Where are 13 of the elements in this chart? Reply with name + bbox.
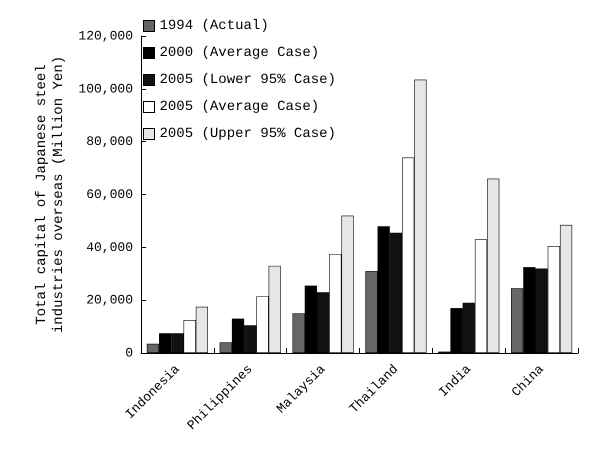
legend-label: 2005 (Upper 95% Case) <box>160 126 336 142</box>
y-tick-label: 0 <box>125 346 133 360</box>
y-tick-label: 100,000 <box>78 81 133 96</box>
legend-label: 2000 (Average Case) <box>160 45 320 61</box>
y-tick-label: 40,000 <box>86 240 133 255</box>
y-tick-label: 20,000 <box>86 292 133 308</box>
y-axis-title: Total capital of Japanese steel industries overseas (Million Yen) <box>34 56 67 334</box>
legend-label: 1994 (Actual) <box>160 18 269 34</box>
y-tick-label: 120,000 <box>78 28 133 44</box>
y-tick-label: 60,000 <box>86 187 133 202</box>
legend-label: 2005 (Lower 95% Case) <box>160 72 336 88</box>
y-tick-label: 80,000 <box>86 134 133 150</box>
legend-label: 2005 (Average Case) <box>160 99 320 115</box>
